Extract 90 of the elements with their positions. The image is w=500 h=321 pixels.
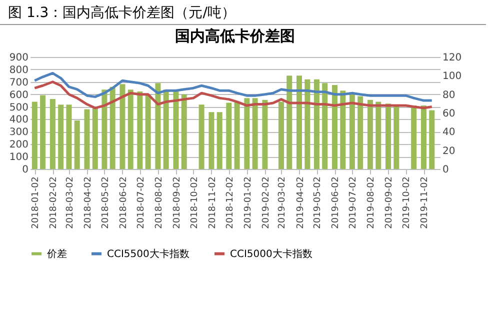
bar xyxy=(332,85,338,169)
bar xyxy=(102,90,108,169)
x-tick-label: 2018-08-02 xyxy=(154,176,164,229)
y2-tick-label: 20 xyxy=(442,146,456,157)
y-tick-label: 100 xyxy=(9,152,28,164)
bar xyxy=(411,106,417,169)
bar xyxy=(420,106,426,169)
bar xyxy=(278,102,284,169)
legend-label: CCI5000大卡指数 xyxy=(230,248,312,260)
chart-title: 国内高低卡价差图 xyxy=(175,27,295,45)
y-tick-label: 400 xyxy=(9,114,28,126)
bar xyxy=(198,104,204,169)
bar xyxy=(32,102,38,169)
line-series xyxy=(33,72,434,102)
bar xyxy=(128,90,134,169)
bar xyxy=(314,79,320,169)
bar xyxy=(262,100,268,169)
x-tick-label: 2019-06-02 xyxy=(331,176,342,229)
y2-tick-label: 40 xyxy=(442,127,456,138)
x-tick-label: 2019-11-02 xyxy=(420,176,430,229)
x-tick-label: 2018-07-02 xyxy=(136,176,146,229)
bar xyxy=(296,76,302,169)
x-tick-label: 2019-01-02 xyxy=(243,176,254,229)
caption: 图 1.3：国内高低卡价差图（元/吨） xyxy=(0,0,486,25)
bar xyxy=(110,86,116,169)
bar xyxy=(244,98,250,169)
bar xyxy=(385,104,391,169)
bar xyxy=(367,100,373,169)
x-tick-label: 2018-01-02 xyxy=(31,176,42,229)
line-series xyxy=(33,80,434,110)
x-tick-label: 2018-05-02 xyxy=(100,176,111,229)
bar xyxy=(66,104,72,169)
y-tick-label: 700 xyxy=(9,77,28,88)
bar xyxy=(50,99,56,169)
bar xyxy=(40,95,46,169)
bar xyxy=(322,83,328,169)
y-tick-label: 900 xyxy=(9,52,28,64)
x-tick-label: 2019-02-02 xyxy=(261,176,272,229)
legend-label: 价差 xyxy=(46,248,67,260)
bar xyxy=(358,96,364,169)
x-tick-label: 2018-03-02 xyxy=(65,176,76,229)
x-tick-label: 2019-10-02 xyxy=(402,176,412,229)
x-tick-label: 2018-04-02 xyxy=(83,176,94,229)
y-tick-label: 500 xyxy=(9,102,28,114)
y2-tick-label: 100 xyxy=(442,71,462,82)
bar xyxy=(286,76,292,169)
x-tick-label: 2018-02-02 xyxy=(49,176,60,229)
bar xyxy=(137,92,143,169)
bar xyxy=(181,94,187,169)
bar xyxy=(304,79,310,169)
x-tick-label: 2019-03-02 xyxy=(278,176,288,229)
legend-label: CCI5500大卡指数 xyxy=(107,248,190,260)
bar xyxy=(173,92,179,169)
x-tick-label: 2018-09-02 xyxy=(172,176,182,229)
x-tick-label: 2018-06-02 xyxy=(118,176,129,229)
y2-tick-label: 120 xyxy=(442,52,462,64)
bar xyxy=(216,112,222,169)
bar xyxy=(340,90,346,169)
x-tick-label: 2019-09-02 xyxy=(384,176,395,229)
bar xyxy=(252,98,258,169)
bar xyxy=(84,109,90,169)
x-tick-label: 2019-05-02 xyxy=(313,176,324,229)
x-tick-label: 2018-12-02 xyxy=(225,176,236,229)
bar xyxy=(226,102,232,169)
bar xyxy=(376,102,382,169)
y2-tick-label: 0 xyxy=(442,164,449,176)
x-tick-label: 2019-04-02 xyxy=(296,176,306,229)
x-tick-label: 2018-11-02 xyxy=(208,176,218,229)
bar xyxy=(74,120,80,169)
bar xyxy=(349,94,355,169)
bar xyxy=(145,94,151,169)
y-tick-label: 300 xyxy=(9,127,28,138)
bar xyxy=(163,90,169,169)
bar xyxy=(58,104,64,169)
y2-tick-label: 60 xyxy=(442,108,456,120)
y-tick-label: 800 xyxy=(9,64,28,76)
bar xyxy=(92,106,98,169)
bar xyxy=(429,110,435,169)
bar xyxy=(120,84,126,169)
x-tick-label: 2019-07-02 xyxy=(348,176,359,229)
y-tick-label: 0 xyxy=(22,164,28,176)
y2-tick-label: 80 xyxy=(442,90,456,101)
y-tick-label: 200 xyxy=(9,140,28,151)
bar xyxy=(234,102,240,169)
bar xyxy=(155,83,161,169)
bar xyxy=(208,112,214,169)
x-tick-label: 2019-08-02 xyxy=(366,176,377,229)
bar xyxy=(394,106,400,169)
y-tick-label: 600 xyxy=(9,90,28,101)
x-tick-label: 2018-10-02 xyxy=(190,176,200,229)
